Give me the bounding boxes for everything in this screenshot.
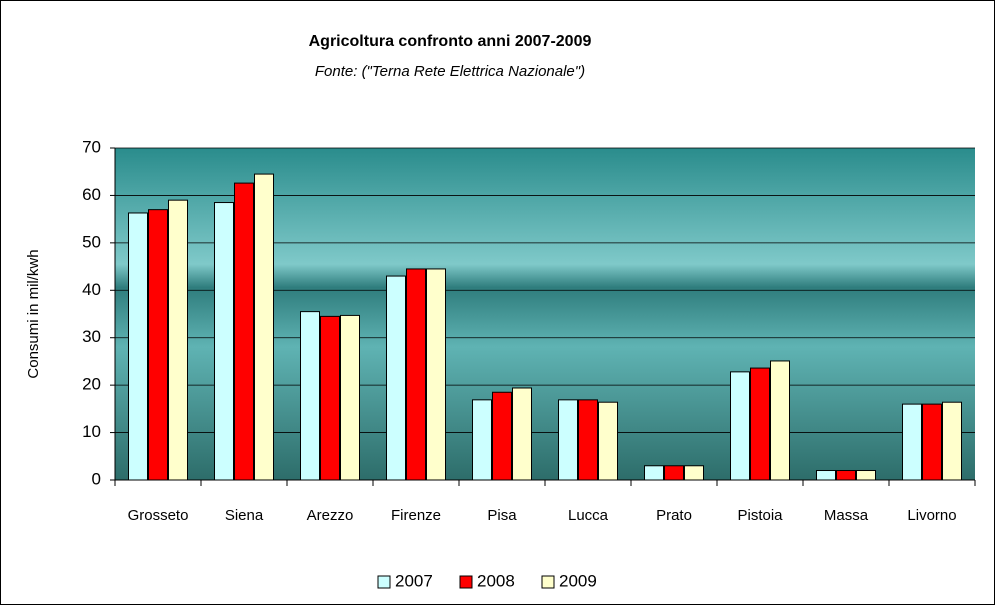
- bar: [771, 361, 790, 480]
- bar: [751, 368, 770, 480]
- bar: [149, 210, 168, 480]
- legend-swatch: [542, 576, 554, 588]
- x-tick-label: Lucca: [568, 507, 609, 524]
- legend-swatch: [378, 576, 390, 588]
- legend-label: 2008: [477, 571, 515, 590]
- x-tick-label: Pistoia: [737, 507, 783, 524]
- bar: [169, 200, 188, 480]
- x-tick-label: Firenze: [391, 507, 441, 524]
- y-tick-label: 50: [82, 232, 101, 251]
- bar: [923, 404, 942, 480]
- chart-subtitle: Fonte: ("Terna Rete Elettrica Nazionale"…: [315, 63, 585, 80]
- legend-swatch: [460, 576, 472, 588]
- bar: [685, 466, 704, 480]
- y-tick-label: 60: [82, 185, 101, 204]
- legend-label: 2009: [559, 571, 597, 590]
- bar: [321, 316, 340, 480]
- bar: [817, 471, 836, 480]
- x-tick-label: Prato: [656, 507, 692, 524]
- x-tick-label: Arezzo: [307, 507, 354, 524]
- bar: [341, 315, 360, 480]
- bar: [255, 174, 274, 480]
- bar: [513, 388, 532, 480]
- bar: [493, 392, 512, 480]
- bar: [857, 471, 876, 480]
- bar: [129, 213, 148, 480]
- bar: [599, 402, 618, 480]
- bar: [837, 471, 856, 480]
- x-tick-label: Pisa: [487, 507, 517, 524]
- bar: [387, 276, 406, 480]
- y-tick-label: 40: [82, 280, 101, 299]
- y-tick-label: 10: [82, 422, 101, 441]
- bar: [473, 400, 492, 480]
- bar: [579, 400, 598, 480]
- x-tick-label: Grosseto: [128, 507, 189, 524]
- x-tick-label: Massa: [824, 507, 869, 524]
- bar: [407, 269, 426, 480]
- bar: [215, 203, 234, 480]
- bar: [427, 269, 446, 480]
- x-tick-label: Siena: [225, 507, 264, 524]
- bar: [943, 402, 962, 480]
- y-tick-label: 70: [82, 137, 101, 156]
- bar: [301, 312, 320, 480]
- chart: Agricoltura confronto anni 2007-2009 Fon…: [0, 0, 995, 605]
- y-tick-label: 20: [82, 375, 101, 394]
- bar: [645, 466, 664, 480]
- y-tick-label: 0: [92, 469, 101, 488]
- bar: [731, 372, 750, 480]
- y-tick-label: 30: [82, 327, 101, 346]
- chart-title: Agricoltura confronto anni 2007-2009: [309, 33, 592, 50]
- y-axis-label: Consumi in mil/kwh: [25, 249, 42, 378]
- x-tick-label: Livorno: [907, 507, 956, 524]
- bar: [559, 400, 578, 480]
- bar: [235, 183, 254, 480]
- bar: [665, 466, 684, 480]
- legend-label: 2007: [395, 571, 433, 590]
- bar: [903, 404, 922, 480]
